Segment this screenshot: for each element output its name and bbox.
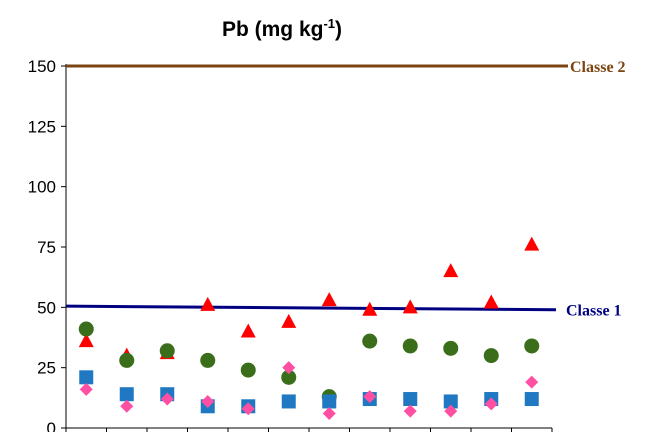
data-point-diamond xyxy=(322,407,336,421)
y-tick-label: 50 xyxy=(37,298,56,317)
data-point-square xyxy=(281,394,296,409)
data-point-circle xyxy=(159,343,175,359)
reference-line-label: Classe 2 xyxy=(570,59,626,76)
data-point-diamond xyxy=(79,382,93,396)
data-point-circle xyxy=(78,321,94,337)
data-point-triangle xyxy=(78,333,94,348)
data-point-triangle xyxy=(443,263,459,278)
data-point-square xyxy=(79,370,94,385)
data-point-triangle xyxy=(362,301,378,316)
data-point-diamond xyxy=(363,390,377,404)
data-point-circle xyxy=(524,338,540,354)
chart-title-superscript: -1 xyxy=(323,16,335,31)
data-point-triangle xyxy=(200,296,216,311)
data-point-circle xyxy=(443,340,459,356)
data-point-square xyxy=(322,394,337,409)
data-point-diamond xyxy=(444,404,458,418)
data-point-circle xyxy=(362,333,378,349)
y-tick-label: 75 xyxy=(37,238,56,257)
y-tick-label: 125 xyxy=(28,117,56,136)
y-tick-label: 100 xyxy=(28,178,56,197)
reference-line-label: Classe 1 xyxy=(566,303,622,320)
data-point-diamond xyxy=(241,402,255,416)
data-point-triangle xyxy=(281,313,297,328)
data-point-square xyxy=(443,394,458,409)
data-point-triangle xyxy=(402,299,418,314)
data-point-diamond xyxy=(201,394,215,408)
data-point-circle xyxy=(119,352,135,368)
data-point-triangle xyxy=(524,236,540,251)
data-point-diamond xyxy=(160,392,174,406)
chart-title-end: ) xyxy=(335,18,342,41)
data-point-circle xyxy=(281,369,297,385)
plot-area: 0 25 50 75 100 125 150 Classe 2 Classe 1 xyxy=(28,57,626,432)
data-point-circle xyxy=(240,362,256,378)
data-point-circle xyxy=(402,338,418,354)
data-point-diamond xyxy=(525,375,539,389)
data-point-triangle xyxy=(240,323,256,338)
data-point-circle xyxy=(200,352,216,368)
reference-line xyxy=(65,304,557,312)
data-point-diamond xyxy=(484,397,498,411)
chart-title: Pb (mg kg-1) xyxy=(222,16,342,41)
data-point-diamond xyxy=(403,404,417,418)
data-point-square xyxy=(119,387,134,402)
data-point-diamond xyxy=(120,399,134,413)
y-tick-label: 150 xyxy=(28,57,56,76)
y-tick-label: 0 xyxy=(47,419,56,432)
chart-title-main: Pb (mg kg xyxy=(222,18,324,41)
data-point-circle xyxy=(483,348,499,364)
data-point-square xyxy=(524,392,539,407)
data-point-square xyxy=(403,392,418,407)
data-point-triangle xyxy=(321,292,337,307)
data-point-diamond xyxy=(282,361,296,375)
data-point-triangle xyxy=(483,294,499,309)
y-tick-label: 25 xyxy=(37,359,56,378)
